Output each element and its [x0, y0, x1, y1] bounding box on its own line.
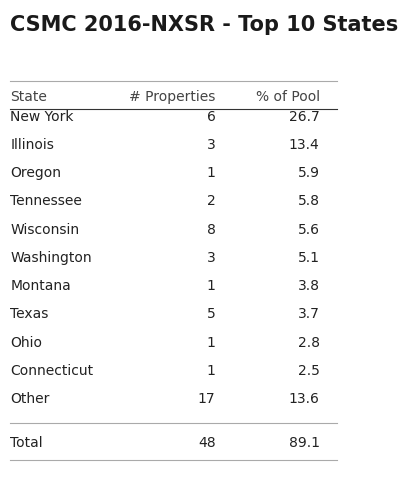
- Text: 2.5: 2.5: [298, 364, 320, 378]
- Text: Texas: Texas: [10, 307, 49, 321]
- Text: 8: 8: [207, 223, 215, 237]
- Text: CSMC 2016-NXSR - Top 10 States: CSMC 2016-NXSR - Top 10 States: [10, 15, 399, 35]
- Text: Washington: Washington: [10, 251, 92, 265]
- Text: 1: 1: [207, 364, 215, 378]
- Text: Other: Other: [10, 392, 50, 406]
- Text: Illinois: Illinois: [10, 138, 54, 152]
- Text: Tennessee: Tennessee: [10, 194, 82, 208]
- Text: New York: New York: [10, 110, 74, 124]
- Text: 5.6: 5.6: [298, 223, 320, 237]
- Text: Connecticut: Connecticut: [10, 364, 94, 378]
- Text: Ohio: Ohio: [10, 336, 42, 350]
- Text: 1: 1: [207, 336, 215, 350]
- Text: 5: 5: [207, 307, 215, 321]
- Text: 3.8: 3.8: [298, 279, 320, 293]
- Text: # Properties: # Properties: [129, 90, 215, 104]
- Text: % of Pool: % of Pool: [255, 90, 320, 104]
- Text: State: State: [10, 90, 47, 104]
- Text: 17: 17: [198, 392, 215, 406]
- Text: 2.8: 2.8: [298, 336, 320, 350]
- Text: Montana: Montana: [10, 279, 71, 293]
- Text: Oregon: Oregon: [10, 166, 61, 180]
- Text: 26.7: 26.7: [289, 110, 320, 124]
- Text: 89.1: 89.1: [289, 436, 320, 450]
- Text: 5.8: 5.8: [298, 194, 320, 208]
- Text: 5.1: 5.1: [298, 251, 320, 265]
- Text: 2: 2: [207, 194, 215, 208]
- Text: 1: 1: [207, 166, 215, 180]
- Text: 5.9: 5.9: [298, 166, 320, 180]
- Text: 3: 3: [207, 251, 215, 265]
- Text: 3: 3: [207, 138, 215, 152]
- Text: 48: 48: [198, 436, 215, 450]
- Text: 13.4: 13.4: [289, 138, 320, 152]
- Text: 13.6: 13.6: [289, 392, 320, 406]
- Text: 6: 6: [207, 110, 215, 124]
- Text: Total: Total: [10, 436, 43, 450]
- Text: Wisconsin: Wisconsin: [10, 223, 79, 237]
- Text: 3.7: 3.7: [298, 307, 320, 321]
- Text: 1: 1: [207, 279, 215, 293]
